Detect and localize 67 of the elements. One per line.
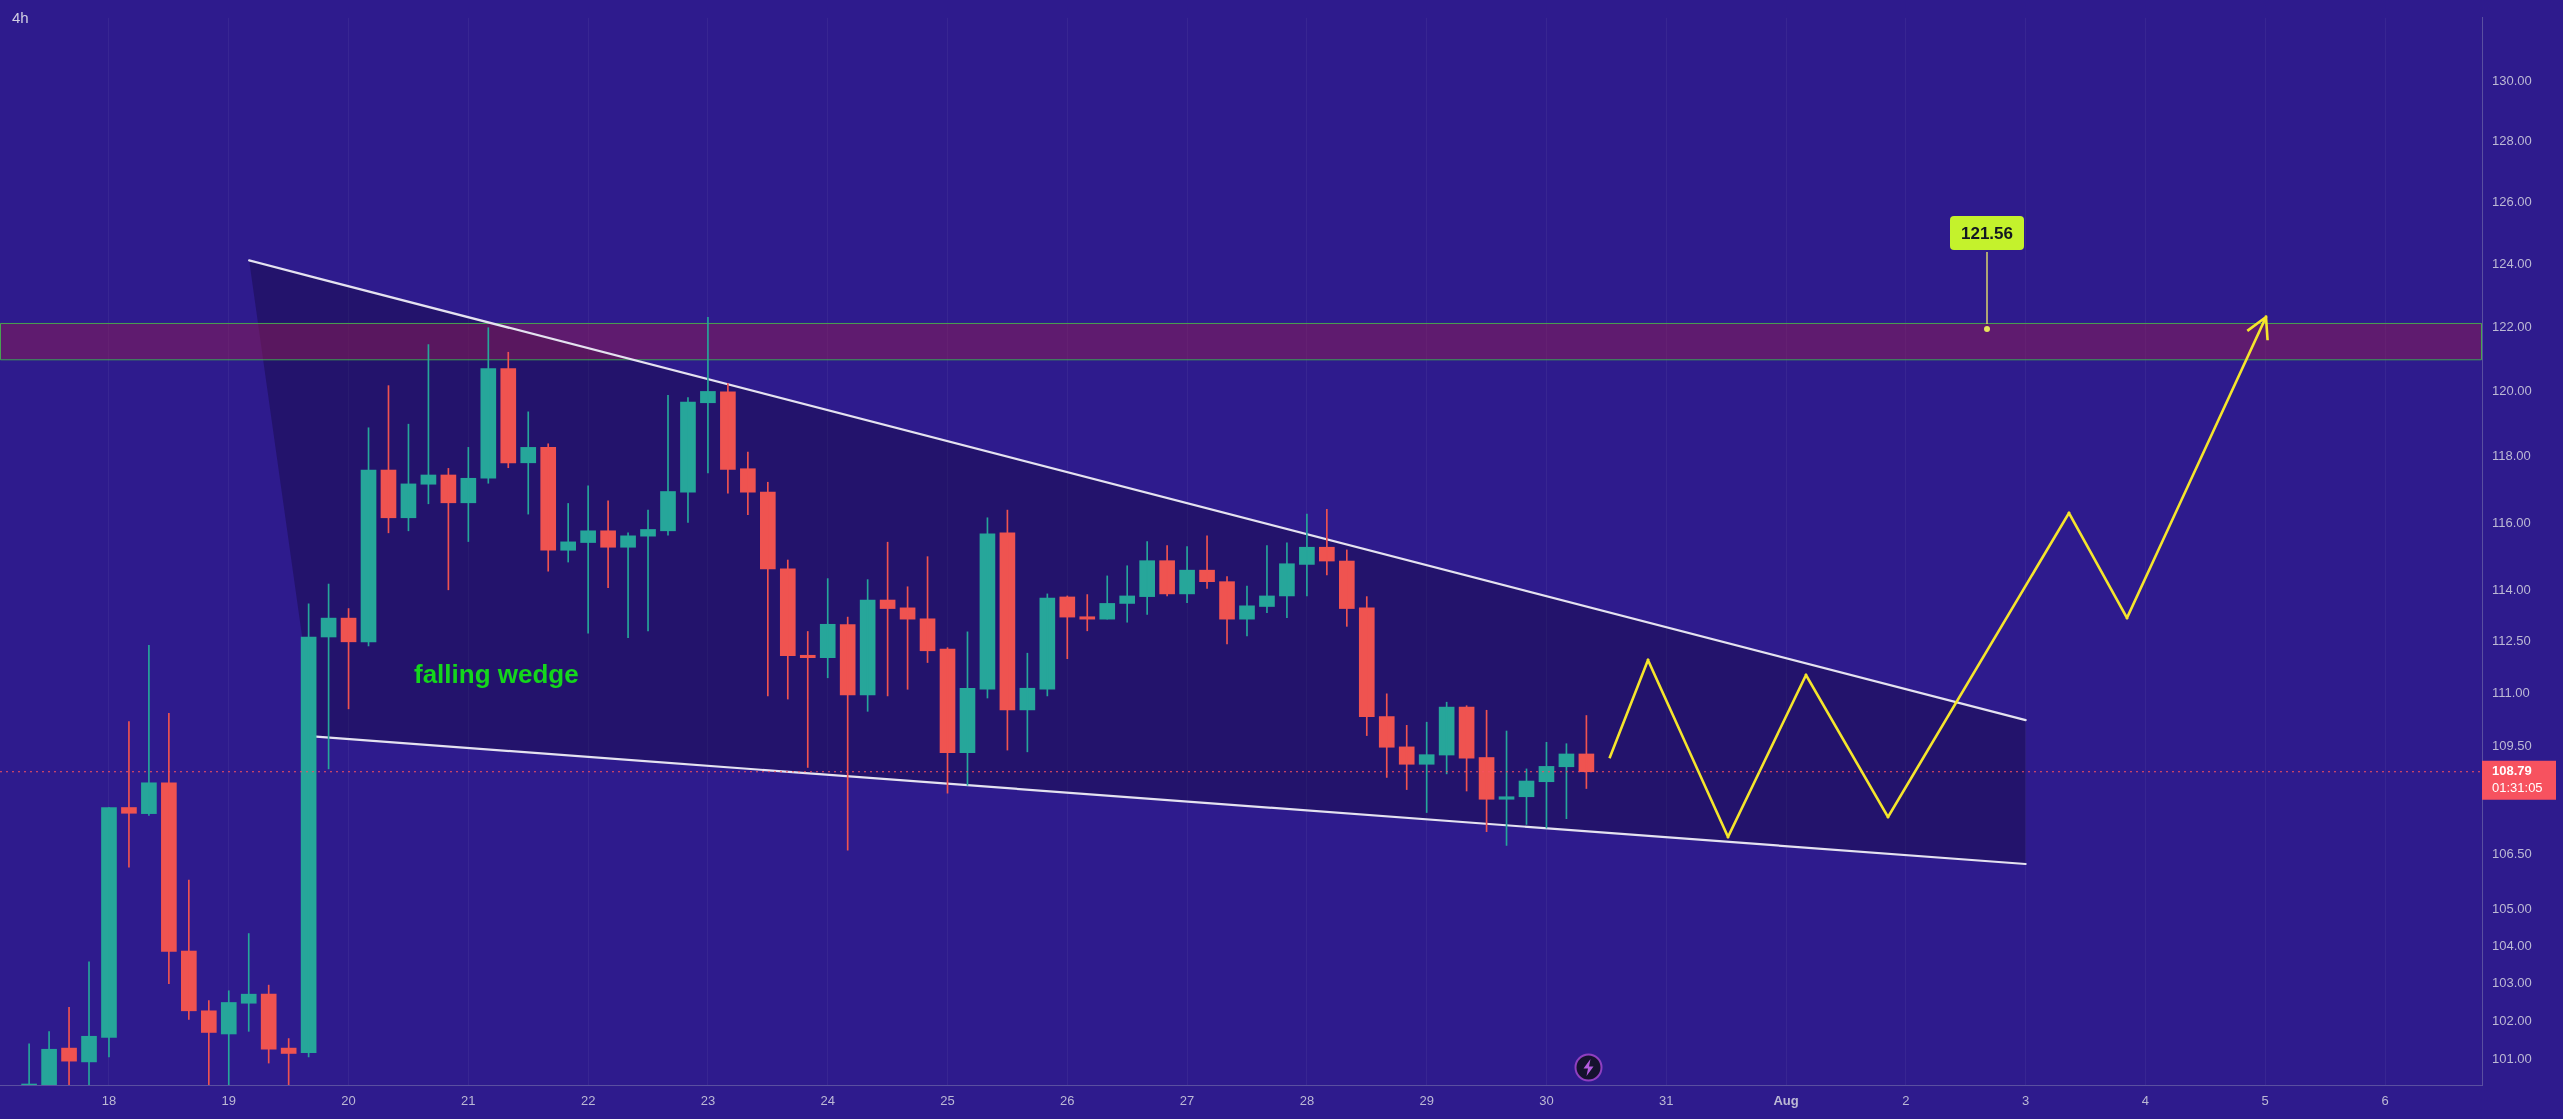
y-tick-label: 109.50 xyxy=(2492,738,2532,754)
candlestick xyxy=(260,984,277,1064)
x-tick-label: 27 xyxy=(1179,1093,1195,1109)
x-tick-label: 26 xyxy=(1060,1093,1075,1109)
candlestick xyxy=(740,451,756,516)
y-tick-label: 126.00 xyxy=(2492,194,2532,210)
candlestick xyxy=(1279,542,1295,619)
x-tick-label: 4 xyxy=(2141,1093,2150,1109)
x-tick-label: 24 xyxy=(820,1093,835,1109)
candlestick xyxy=(240,933,257,1032)
x-tick-label: 20 xyxy=(341,1093,356,1109)
candlestick xyxy=(779,559,796,700)
x-tick-label: 25 xyxy=(940,1093,955,1109)
y-tick-label: 102.00 xyxy=(2492,1013,2532,1029)
y-tick-label: 118.00 xyxy=(2492,448,2531,464)
candlestick xyxy=(600,500,616,589)
candlestick xyxy=(1418,721,1435,813)
y-tick-label: 130.00 xyxy=(2492,73,2532,89)
x-tick-label: 3 xyxy=(2022,1093,2030,1109)
candlestick xyxy=(121,721,137,868)
y-tick-label: 120.00 xyxy=(2492,383,2532,399)
y-tick-label: 114.00 xyxy=(2492,582,2531,598)
candlestick xyxy=(720,383,736,494)
x-tick-label: 31 xyxy=(1659,1093,1674,1109)
x-tick-label: 5 xyxy=(2261,1093,2269,1109)
y-tick-label: 128.00 xyxy=(2492,133,2532,149)
text: 01:31:05 xyxy=(2492,780,2543,796)
candlestick xyxy=(500,351,517,469)
x-tick-label: 30 xyxy=(1539,1093,1554,1109)
y-tick-label: 122.00 xyxy=(2492,319,2532,335)
y-tick-label: 112.50 xyxy=(2492,633,2531,649)
annotation: falling wedge xyxy=(414,659,579,690)
candlestick xyxy=(141,644,157,816)
candlestick xyxy=(839,616,856,851)
y-tick-label: 105.00 xyxy=(2492,900,2532,916)
candlestick xyxy=(1139,541,1155,615)
y-tick-label: 101.00 xyxy=(2492,1051,2532,1067)
y-tick-label: 104.00 xyxy=(2492,937,2532,953)
chart-title: 4h xyxy=(12,9,29,27)
x-tick-label: 19 xyxy=(221,1093,236,1109)
candlestick xyxy=(1378,693,1395,778)
y-tick-label: 111.00 xyxy=(2492,685,2530,701)
candlestick xyxy=(540,443,557,572)
y-tick-label: 124.00 xyxy=(2492,256,2532,272)
x-tick-label: 28 xyxy=(1299,1093,1315,1109)
x-tick-label: 2 xyxy=(1902,1093,1910,1109)
x-tick-label: 21 xyxy=(461,1093,476,1109)
x-tick-label: Aug xyxy=(1773,1093,1799,1109)
candlestick xyxy=(620,532,636,639)
candlestick xyxy=(580,485,596,634)
candlestick xyxy=(101,807,117,1058)
y-tick-label: 106.50 xyxy=(2492,845,2532,861)
x-tick-label: 6 xyxy=(2381,1093,2389,1109)
candlestick xyxy=(480,327,497,484)
x-tick-label: 23 xyxy=(700,1093,716,1109)
candlestick xyxy=(1299,513,1315,597)
y-tick-label: 103.00 xyxy=(2492,975,2532,991)
x-tick-label: 18 xyxy=(101,1093,117,1109)
candlestick xyxy=(200,1000,217,1085)
y-tick-label: 116.00 xyxy=(2492,514,2531,530)
candlestick xyxy=(161,713,177,984)
candlestick xyxy=(680,397,696,523)
candlestick xyxy=(1159,545,1175,597)
ref-line-label: 108.79 xyxy=(2492,763,2532,779)
x-tick-label: 29 xyxy=(1419,1093,1434,1109)
annotation: 121.56 xyxy=(1961,223,2013,243)
x-tick-label: 22 xyxy=(580,1093,596,1109)
